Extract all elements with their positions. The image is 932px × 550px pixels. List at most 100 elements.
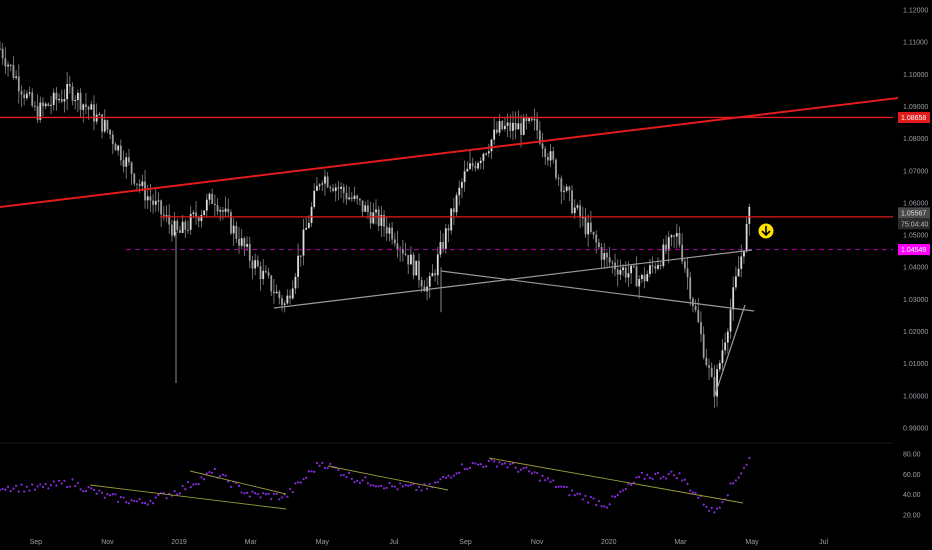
candle-body bbox=[254, 260, 257, 269]
rsi-dot bbox=[579, 492, 582, 495]
candle-body bbox=[146, 196, 149, 201]
rsi-dot bbox=[60, 482, 63, 485]
candle-body bbox=[557, 177, 560, 179]
candle-body bbox=[117, 145, 120, 151]
candle-body bbox=[334, 187, 337, 192]
support-trendline-rising[interactable] bbox=[273, 249, 753, 309]
candle-body bbox=[619, 270, 622, 275]
candle-body bbox=[552, 151, 555, 160]
rsi-dot bbox=[455, 472, 458, 475]
candle-body bbox=[600, 247, 603, 260]
candle-body bbox=[606, 253, 608, 258]
rsi-dot bbox=[468, 466, 472, 469]
rsi-dot bbox=[79, 488, 82, 491]
rsi-dot bbox=[715, 507, 719, 510]
rsi-dot bbox=[176, 493, 179, 496]
rsi-dot bbox=[493, 460, 496, 463]
rsi-dot bbox=[420, 489, 423, 492]
rsi-dot bbox=[686, 482, 689, 486]
rsi-dot bbox=[9, 490, 12, 493]
rsi-dot bbox=[229, 485, 233, 488]
recovery-trendline[interactable] bbox=[714, 304, 746, 396]
rsi-dot bbox=[525, 466, 528, 469]
rsi-trendline[interactable] bbox=[189, 470, 287, 495]
candle-body bbox=[493, 129, 496, 140]
candle-body bbox=[128, 157, 130, 163]
rsi-dot bbox=[323, 466, 327, 470]
candle-body bbox=[428, 276, 431, 287]
countdown-tag: 75:04:40 bbox=[901, 221, 928, 228]
rsi-dot bbox=[211, 471, 214, 474]
candle-body bbox=[745, 223, 748, 251]
rsi-dot bbox=[203, 478, 206, 481]
support-trendline-falling[interactable] bbox=[440, 270, 755, 312]
candle-body bbox=[230, 212, 232, 234]
rsi-dot bbox=[380, 484, 383, 487]
rsi-dot bbox=[270, 497, 273, 501]
candlestick-series bbox=[0, 41, 751, 408]
rsi-dot bbox=[254, 492, 257, 495]
rsi-dot bbox=[74, 484, 77, 488]
rsi-dot bbox=[119, 495, 122, 499]
rsi-dot bbox=[587, 501, 590, 504]
candle-body bbox=[141, 181, 144, 186]
rsi-series bbox=[0, 456, 751, 514]
candle-body bbox=[302, 229, 305, 256]
rsi-dot bbox=[439, 478, 442, 481]
rsi-dot bbox=[675, 477, 678, 480]
rsi-dot bbox=[522, 467, 525, 470]
rsi-dot bbox=[597, 499, 601, 503]
rsi-tick-label: 60.00 bbox=[903, 472, 921, 479]
rsi-dot bbox=[643, 477, 646, 480]
candle-body bbox=[710, 367, 713, 377]
candle-body bbox=[372, 212, 375, 224]
candle-body bbox=[659, 264, 662, 266]
rsi-dot bbox=[401, 485, 404, 488]
candle-body bbox=[546, 156, 549, 161]
candle-body bbox=[729, 309, 732, 332]
price-axis[interactable]: 1.12000 1.11000 1.10000 1.09000 1.08000 1.070… bbox=[903, 8, 928, 433]
rsi-axis[interactable]: 80.00 60.00 40.00 20.00 bbox=[903, 452, 921, 520]
candle-body bbox=[603, 253, 606, 260]
rsi-trendline[interactable] bbox=[327, 465, 449, 491]
rsi-dot bbox=[12, 487, 15, 490]
rsi-dot bbox=[141, 501, 144, 505]
candle-body bbox=[643, 274, 646, 282]
candle-body bbox=[640, 274, 643, 280]
rsi-dot bbox=[745, 463, 748, 466]
candle-body bbox=[211, 193, 214, 204]
candle-body bbox=[646, 274, 649, 282]
candle-body bbox=[479, 160, 482, 163]
candle-body bbox=[560, 178, 563, 192]
candle-body bbox=[670, 235, 673, 238]
candle-body bbox=[299, 255, 302, 257]
rising-trendline[interactable] bbox=[0, 97, 899, 208]
rsi-trendline[interactable] bbox=[89, 484, 287, 510]
rsi-dot bbox=[329, 462, 332, 466]
rsi-trendline[interactable] bbox=[488, 457, 744, 504]
rsi-dot bbox=[192, 483, 195, 486]
rsi-dot bbox=[393, 485, 396, 488]
candle-body bbox=[702, 334, 705, 358]
candle-body bbox=[504, 125, 506, 130]
candle-body bbox=[686, 268, 689, 278]
rsi-dot bbox=[600, 505, 603, 508]
rsi-dot bbox=[205, 472, 208, 475]
price-tick-label: 1.06000 bbox=[903, 200, 928, 207]
arrow-down-circle-icon[interactable] bbox=[758, 223, 774, 239]
candle-body bbox=[463, 171, 466, 183]
rsi-dot bbox=[627, 482, 630, 486]
rsi-dot bbox=[678, 472, 681, 475]
candle-body bbox=[286, 295, 289, 304]
candle-body bbox=[632, 265, 635, 267]
rsi-dot bbox=[63, 479, 66, 482]
candle-body bbox=[39, 102, 42, 120]
rsi-dot bbox=[197, 483, 200, 486]
candle-body bbox=[232, 225, 235, 234]
candle-body bbox=[216, 204, 219, 212]
candle-body bbox=[415, 260, 418, 276]
candle-body bbox=[289, 295, 291, 299]
candle-body bbox=[651, 265, 654, 267]
time-axis[interactable]: Sep Nov 2019 Mar May Jul Sep Nov 2020 Mar May Jul bbox=[30, 539, 829, 546]
